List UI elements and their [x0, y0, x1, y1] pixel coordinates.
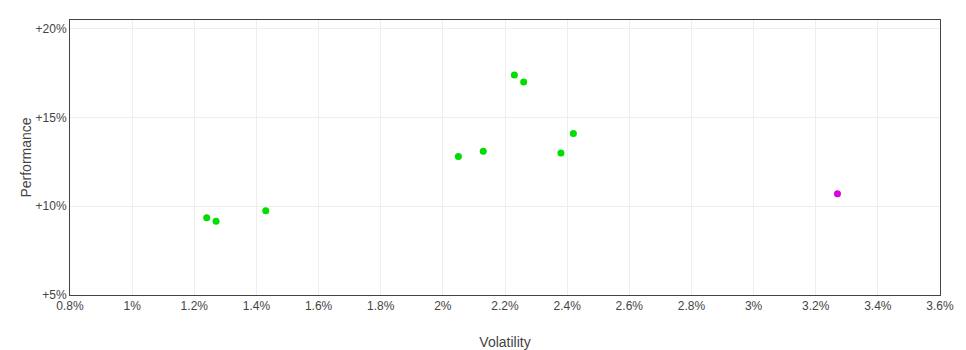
svg-text:3%: 3% — [745, 299, 763, 313]
svg-text:2.6%: 2.6% — [616, 299, 644, 313]
svg-text:1.2%: 1.2% — [181, 299, 209, 313]
svg-text:+15%: +15% — [36, 111, 67, 125]
svg-text:+20%: +20% — [36, 22, 67, 36]
svg-text:Volatility: Volatility — [479, 334, 530, 350]
svg-text:3.4%: 3.4% — [864, 299, 892, 313]
svg-text:1.4%: 1.4% — [243, 299, 271, 313]
svg-text:0.8%: 0.8% — [56, 299, 84, 313]
svg-text:+5%: +5% — [42, 288, 67, 302]
svg-text:3.2%: 3.2% — [802, 299, 830, 313]
svg-text:1%: 1% — [123, 299, 141, 313]
svg-text:2.8%: 2.8% — [678, 299, 706, 313]
svg-text:+10%: +10% — [36, 199, 67, 213]
svg-text:1.8%: 1.8% — [367, 299, 395, 313]
svg-text:Performance: Performance — [18, 117, 34, 197]
svg-text:2.4%: 2.4% — [553, 299, 581, 313]
svg-text:2.2%: 2.2% — [491, 299, 519, 313]
svg-text:2%: 2% — [434, 299, 452, 313]
svg-text:3.6%: 3.6% — [926, 299, 954, 313]
svg-text:1.6%: 1.6% — [305, 299, 333, 313]
